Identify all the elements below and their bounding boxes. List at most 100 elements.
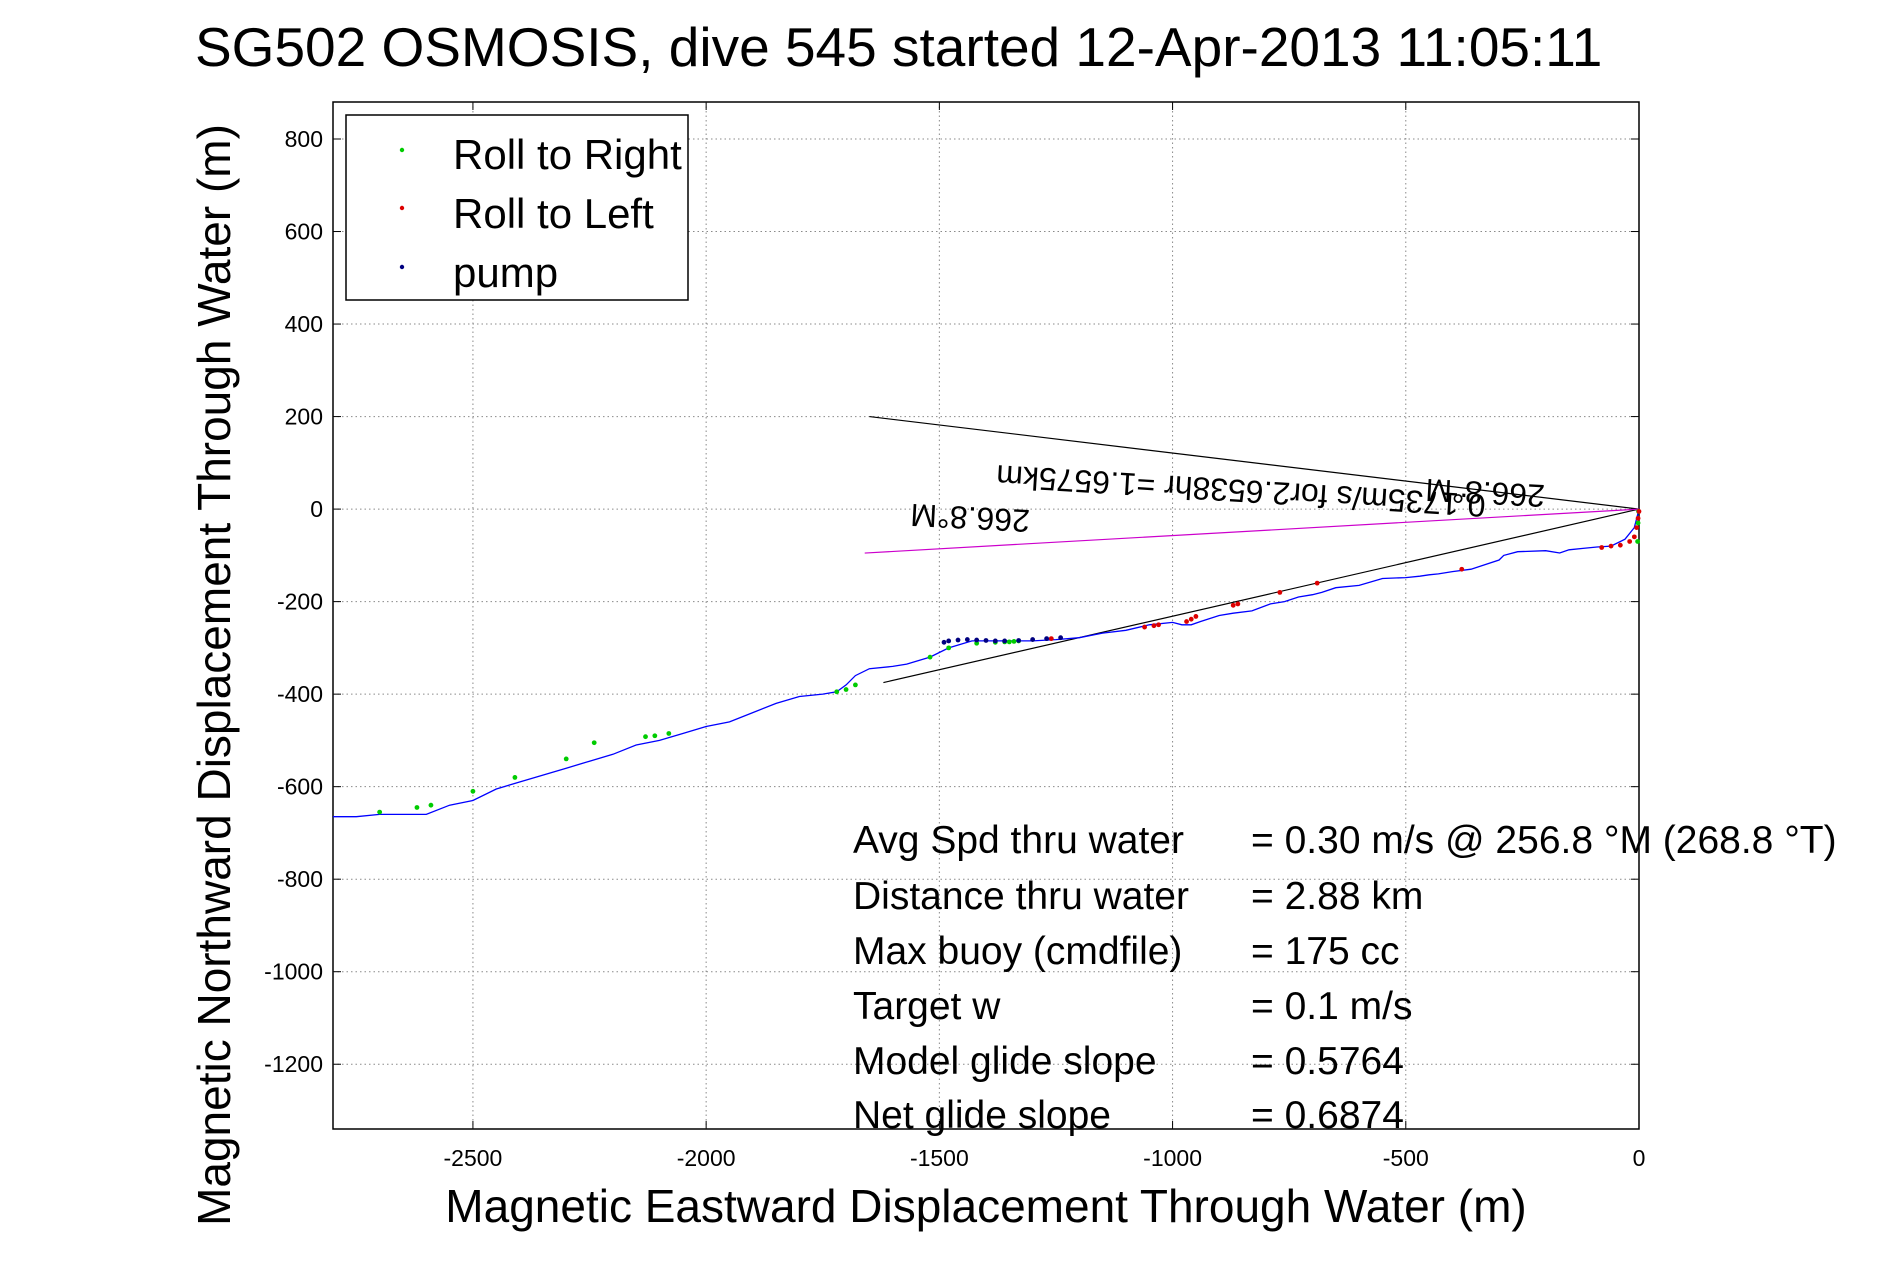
legend-label-roll-right: Roll to Right xyxy=(453,131,682,178)
roll-right-point xyxy=(591,740,597,746)
roll-left-point xyxy=(1156,622,1161,628)
heading-label-2: 266.8°M xyxy=(909,497,1030,539)
roll-left-point xyxy=(1459,566,1465,572)
pump-point xyxy=(974,637,980,643)
roll-left-point xyxy=(1617,542,1623,548)
roll-right-point xyxy=(414,805,420,810)
pump-point xyxy=(941,639,947,645)
x-tick-label: 0 xyxy=(1633,1145,1646,1171)
roll-right-point xyxy=(652,733,658,739)
roll-left-point xyxy=(1188,616,1194,622)
legend-swatch-roll-right xyxy=(399,147,405,153)
stat-value-target-w: = 0.1 m/s xyxy=(1251,985,1412,1028)
x-tick-label: -1000 xyxy=(1143,1145,1202,1171)
roll-right-point xyxy=(834,689,840,695)
roll-left-point xyxy=(1627,539,1633,544)
heading-annotation-1: 266.8°M xyxy=(1424,472,1545,514)
heading-label-1: 266.8°M xyxy=(1424,472,1545,514)
glider-track-line xyxy=(333,508,1640,818)
roll-right-point xyxy=(1635,520,1641,526)
legend-swatch-roll-left xyxy=(399,205,405,211)
roll-right-point xyxy=(643,734,648,740)
y-tick-label: 600 xyxy=(285,219,323,245)
roll-right-point xyxy=(1006,639,1012,645)
y-tick-label: -600 xyxy=(277,774,323,800)
chart-title: SG502 OSMOSIS, dive 545 started 12-Apr-2… xyxy=(195,16,1602,78)
roll-right-point xyxy=(946,645,952,651)
roll-left-point xyxy=(1142,624,1147,630)
pump-point xyxy=(955,637,961,643)
roll-left-point xyxy=(1631,534,1637,540)
roll-left-point xyxy=(1048,636,1054,642)
net-line xyxy=(883,508,1640,684)
legend: Roll to Right Roll to Left pump xyxy=(345,114,689,301)
stat-value-net-glide: = 0.6874 xyxy=(1251,1094,1404,1137)
pump-point xyxy=(983,638,989,643)
y-tick-label: 200 xyxy=(285,404,323,430)
y-tick-label: 800 xyxy=(285,126,323,152)
stat-value-model-glide: = 0.5764 xyxy=(1251,1040,1404,1083)
roll-left-point xyxy=(1184,619,1189,624)
stat-label-target-w: Target w xyxy=(853,985,1001,1028)
y-tick-label: -200 xyxy=(277,589,323,615)
y-axis-title: Magnetic Northward Displacement Through … xyxy=(188,124,240,1226)
heading-annotation-2: 266.8°M xyxy=(909,497,1030,539)
stat-label-distance: Distance thru water xyxy=(853,875,1189,918)
pump-point xyxy=(1030,637,1036,642)
marker-layer xyxy=(377,509,1642,815)
legend-label-pump: pump xyxy=(453,249,558,296)
pump-point xyxy=(1058,635,1064,641)
pump-point xyxy=(1016,638,1022,643)
stat-value-max-buoy: = 175 cc xyxy=(1251,930,1400,973)
y-tick-label: -1200 xyxy=(264,1051,323,1077)
track-layer xyxy=(333,508,1640,818)
stat-value-distance: = 2.88 km xyxy=(1251,875,1423,918)
roll-right-point xyxy=(843,687,849,692)
stat-label-avg-speed: Avg Spd thru water xyxy=(853,819,1184,862)
stat-value-avg-speed: = 0.30 m/s @ 256.8 °M (268.8 °T) xyxy=(1251,819,1837,862)
roll-right-point xyxy=(853,682,858,688)
x-tick-label: -2500 xyxy=(444,1145,503,1171)
roll-left-point xyxy=(1608,543,1614,549)
roll-left-point xyxy=(1230,602,1236,608)
roll-right-point xyxy=(563,756,569,762)
roll-left-point xyxy=(1235,601,1241,607)
heading-line xyxy=(869,415,1640,510)
roll-left-point xyxy=(1636,509,1642,514)
pump-point xyxy=(946,638,952,644)
current-line xyxy=(864,508,1640,554)
x-tick-label: -2000 xyxy=(677,1145,736,1171)
roll-right-point xyxy=(666,731,672,736)
axis-ticks: -2500 -2000 -1500 -1000 -500 0 800 600 400 200 0 -2… xyxy=(264,102,1645,1171)
y-tick-label: 400 xyxy=(285,311,323,337)
roll-right-point xyxy=(377,809,383,815)
roll-left-point xyxy=(1599,545,1605,550)
pump-point xyxy=(964,637,970,642)
legend-swatch-pump xyxy=(399,264,405,270)
x-axis-title: Magnetic Eastward Displacement Through W… xyxy=(445,1180,1526,1232)
grid xyxy=(333,102,1639,1129)
y-tick-label: -800 xyxy=(277,866,323,892)
roll-left-point xyxy=(1151,623,1157,629)
roll-right-point xyxy=(927,654,933,660)
roll-left-point xyxy=(1314,580,1320,586)
pump-point xyxy=(1002,638,1008,644)
roll-right-point xyxy=(512,775,518,780)
y-tick-label: -400 xyxy=(277,681,323,707)
pump-point xyxy=(1044,636,1050,642)
x-tick-label: -500 xyxy=(1383,1145,1429,1171)
roll-right-point xyxy=(1635,539,1641,544)
roll-left-point xyxy=(1193,614,1199,619)
roll-right-point xyxy=(1011,639,1017,644)
stat-label-max-buoy: Max buoy (cmdfile) xyxy=(853,930,1182,973)
roll-right-point xyxy=(470,788,476,794)
stats-block: Avg Spd thru water = 0.30 m/s @ 256.8 °M… xyxy=(853,819,1837,1137)
annotation-lines xyxy=(864,415,1640,684)
roll-right-point xyxy=(428,802,434,808)
roll-left-point xyxy=(1634,525,1640,531)
pump-point xyxy=(992,638,998,644)
x-tick-label: -1500 xyxy=(910,1145,969,1171)
stat-label-net-glide: Net glide slope xyxy=(853,1094,1111,1137)
y-tick-label: 0 xyxy=(310,496,323,522)
